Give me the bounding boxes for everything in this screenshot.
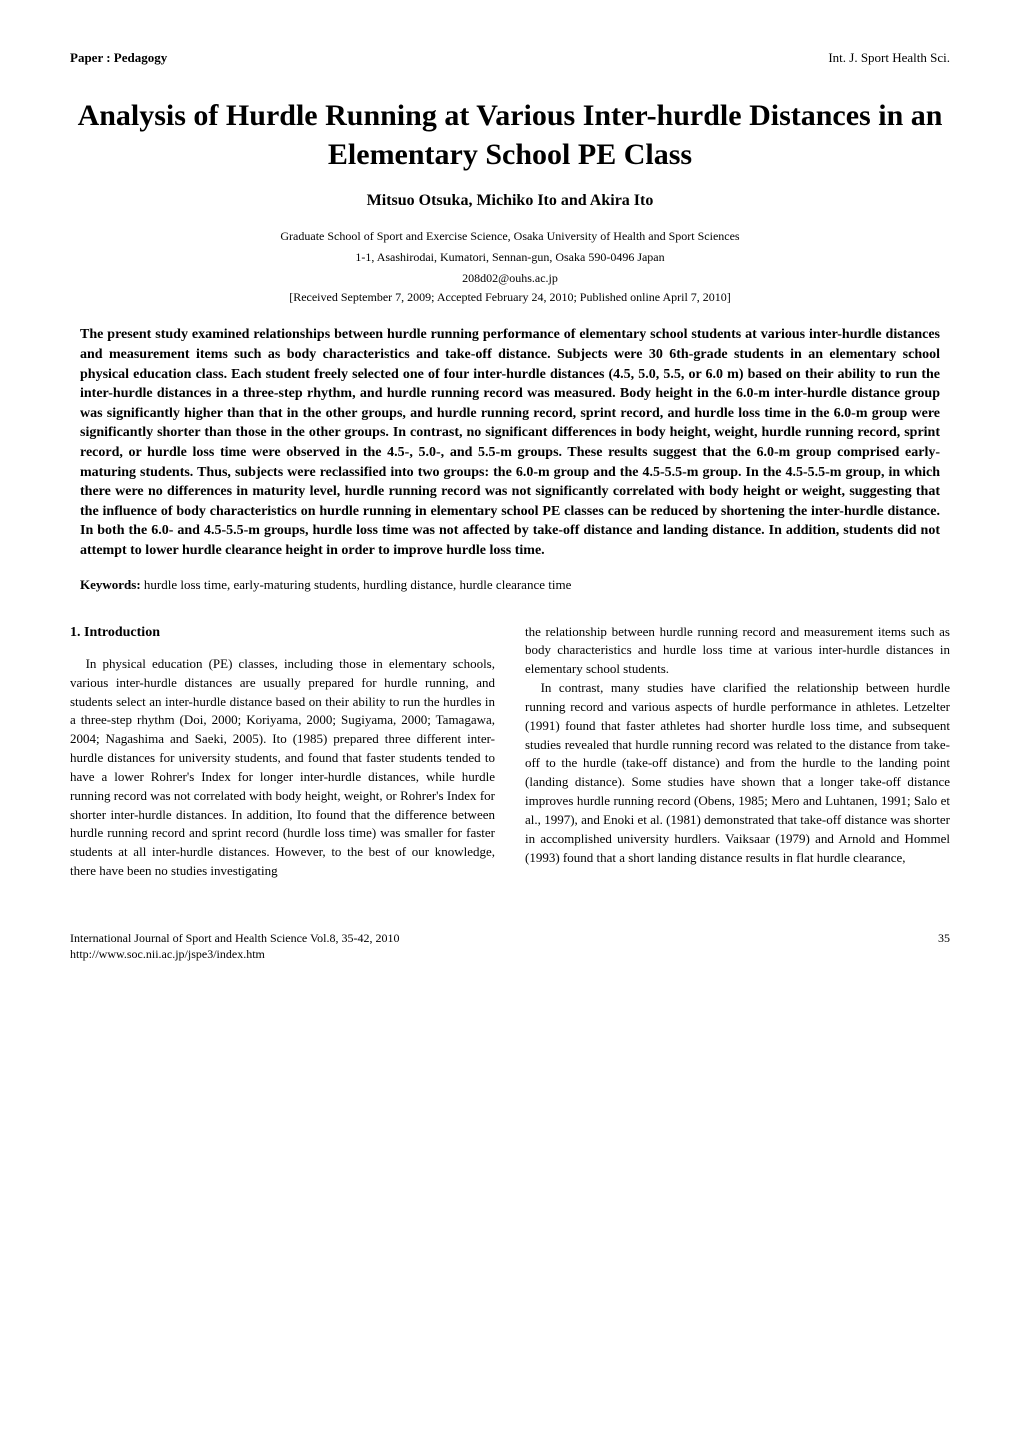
keywords: Keywords: hurdle loss time, early-maturi… [70,577,950,593]
paper-category: Paper : Pedagogy [70,50,167,66]
publication-dates: [Received September 7, 2009; Accepted Fe… [70,290,950,305]
affiliation-email: 208d02@ouhs.ac.jp [70,270,950,287]
affiliation-line-2: 1-1, Asashirodai, Kumatori, Sennan-gun, … [70,249,950,266]
header-row: Paper : Pedagogy Int. J. Sport Health Sc… [70,50,950,66]
body-columns: 1. Introduction In physical education (P… [70,623,950,881]
intro-paragraph-1: In physical education (PE) classes, incl… [70,655,495,881]
affiliation-line-1: Graduate School of Sport and Exercise Sc… [70,228,950,245]
footer: International Journal of Sport and Healt… [70,931,950,962]
keywords-label: Keywords: [80,577,141,592]
journal-abbrev: Int. J. Sport Health Sci. [828,50,950,66]
paper-title: Analysis of Hurdle Running at Various In… [70,96,950,174]
page-number: 35 [938,931,950,962]
section-heading-introduction: 1. Introduction [70,623,495,643]
intro-paragraph-2: In contrast, many studies have clarified… [525,679,950,867]
intro-paragraph-1-continued: the relationship between hurdle running … [525,623,950,680]
abstract: The present study examined relationships… [70,325,950,560]
footer-url: http://www.soc.nii.ac.jp/jspe3/index.htm [70,947,400,963]
right-column: the relationship between hurdle running … [525,623,950,881]
footer-left: International Journal of Sport and Healt… [70,931,400,962]
footer-journal: International Journal of Sport and Healt… [70,931,400,947]
authors: Mitsuo Otsuka, Michiko Ito and Akira Ito [70,192,950,210]
keywords-text: hurdle loss time, early-maturing student… [141,577,572,592]
left-column: 1. Introduction In physical education (P… [70,623,495,881]
